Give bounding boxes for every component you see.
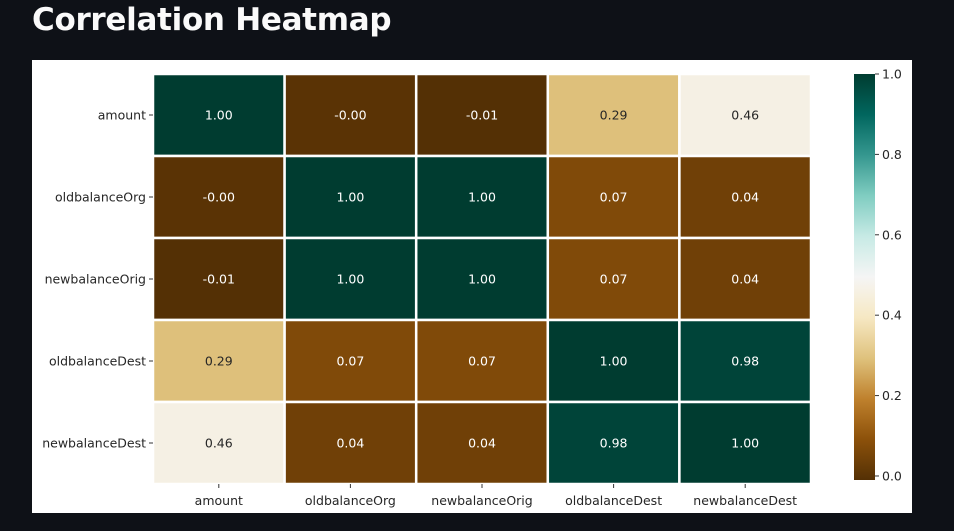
- colorbar-tick-label: 0.8: [882, 147, 902, 162]
- cell-annotation: -0.01: [466, 108, 498, 123]
- cell-annotation: 0.07: [600, 272, 628, 287]
- x-tick-label: amount: [195, 493, 243, 508]
- heatmap-chart: 1.00 -0.00 -0.01 0.29 0.46 -0.00 1.00 1.00 0.07 0…: [42, 67, 902, 509]
- cell-annotation: 0.04: [468, 436, 496, 451]
- colorbar-tick-label: 0.6: [882, 227, 902, 242]
- colorbar-tick-label: 1.0: [882, 67, 902, 82]
- cell-annotation: 0.98: [600, 436, 628, 451]
- cell-annotation: 0.29: [600, 108, 628, 123]
- y-tick-label: oldbalanceDest: [49, 354, 146, 369]
- cell-annotation: 1.00: [600, 354, 628, 369]
- heatmap-cell-1-4: [678, 154, 813, 240]
- cell-annotation: 0.07: [336, 354, 364, 369]
- cell-annotation: 0.04: [336, 436, 364, 451]
- heatmap-cell-0-1: [283, 72, 418, 158]
- cell-annotation: 0.07: [468, 354, 496, 369]
- cell-annotation: 0.04: [731, 190, 759, 205]
- cell-annotation: -0.00: [203, 190, 235, 205]
- heatmap-cell-2-1: [283, 236, 418, 322]
- cell-annotation: 0.29: [205, 354, 233, 369]
- x-tick-label: newbalanceDest: [693, 493, 797, 508]
- colorbar: 0.0 0.2 0.4 0.6 0.8 1.0: [854, 67, 902, 483]
- heatmap-cell-3-3: [546, 318, 681, 404]
- colorbar-tick-label: 0.0: [882, 468, 902, 483]
- heatmap-figure: 1.00 -0.00 -0.01 0.29 0.46 -0.00 1.00 1.00 0.07 0…: [32, 60, 912, 513]
- y-tick-label: newbalanceDest: [42, 436, 146, 451]
- x-tick-label: oldbalanceOrg: [305, 493, 396, 508]
- cell-annotation: 0.07: [600, 190, 628, 205]
- y-tick-label: amount: [98, 108, 146, 123]
- cell-annotation: 0.46: [205, 436, 233, 451]
- colorbar-tick-label: 0.2: [882, 388, 902, 403]
- heatmap-cell-2-3: [546, 236, 681, 322]
- heatmap-cell-4-0: [151, 400, 286, 486]
- page-title: Correlation Heatmap: [32, 2, 392, 38]
- cell-annotation: 0.04: [731, 272, 759, 287]
- y-tick-label: oldbalanceOrg: [55, 190, 146, 205]
- cell-annotation: 1.00: [336, 190, 364, 205]
- heatmap-cell-3-1: [283, 318, 418, 404]
- cell-annotation: 0.98: [731, 354, 759, 369]
- y-axis: amount oldbalanceOrg newbalanceOrig oldbala…: [42, 108, 153, 451]
- cell-annotation: -0.01: [203, 272, 235, 287]
- x-axis: amount oldbalanceOrg newbalanceOrig oldbala…: [195, 484, 797, 508]
- x-tick-label: newbalanceOrig: [431, 493, 532, 508]
- heatmap-cells: [151, 72, 813, 486]
- colorbar-tick-label: 0.4: [882, 308, 902, 323]
- heatmap-cell-4-2: [414, 400, 550, 486]
- cell-annotation: 1.00: [731, 436, 759, 451]
- cell-annotation: 1.00: [468, 190, 496, 205]
- cell-annotation: 1.00: [205, 108, 233, 123]
- cell-annotation: -0.00: [334, 108, 366, 123]
- heatmap-annotations: 1.00 -0.00 -0.01 0.29 0.46 -0.00 1.00 1.00 0.07 0…: [203, 108, 760, 451]
- x-tick-label: oldbalanceDest: [565, 493, 662, 508]
- heatmap-cell-1-2: [414, 154, 550, 240]
- cell-annotation: 1.00: [468, 272, 496, 287]
- cell-annotation: 0.46: [731, 108, 759, 123]
- heatmap-cell-3-2: [414, 318, 550, 404]
- heatmap-cell-3-4: [678, 318, 813, 404]
- heatmap-cell-4-1: [283, 400, 418, 486]
- cell-annotation: 1.00: [336, 272, 364, 287]
- colorbar-gradient: [854, 74, 875, 480]
- y-tick-label: newbalanceOrig: [45, 272, 146, 287]
